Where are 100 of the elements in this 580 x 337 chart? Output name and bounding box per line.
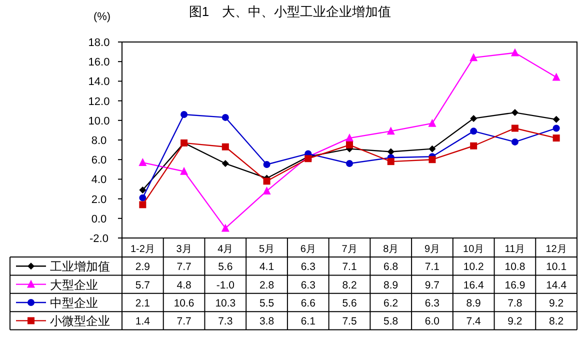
x-tick-label: 4月	[218, 244, 234, 255]
y-tick-label: 6.0	[91, 154, 107, 167]
x-tick-label: 1-2月	[130, 244, 155, 255]
y-tick-label: 2.0	[91, 194, 107, 206]
point	[428, 156, 436, 164]
legend: 工业增加值	[16, 260, 110, 274]
data-label: 6.8	[384, 261, 398, 274]
data-label: 6.3	[300, 279, 316, 292]
point	[387, 148, 394, 156]
point	[511, 124, 518, 132]
data-label: 7.1	[342, 261, 357, 274]
data-label: 16.9	[504, 279, 526, 292]
data-label: 2.9	[135, 261, 150, 274]
y-tick-label: -2.0	[90, 233, 108, 245]
data-label: 7.8	[508, 298, 522, 310]
point	[510, 48, 519, 56]
data-label: 10.3	[215, 298, 236, 310]
point	[346, 141, 353, 148]
data-label: 7.7	[176, 316, 192, 328]
legend-label: 工业增加值	[50, 260, 110, 274]
data-label: 5.5	[259, 298, 274, 310]
point	[139, 186, 146, 194]
y-tick-label: 12.0	[88, 96, 110, 108]
chart-title: 图1 大、中、小型工业企业增加值	[188, 4, 392, 19]
point	[552, 116, 560, 123]
legend: 小微型企业	[16, 314, 110, 328]
data-label: 8.9	[466, 298, 482, 310]
data-label: 10.6	[174, 298, 194, 310]
data-label: 9.7	[424, 279, 440, 292]
point	[346, 134, 354, 142]
y-tick-label: 4.0	[91, 174, 107, 186]
data-label: 8.2	[549, 316, 564, 328]
point	[470, 114, 478, 122]
point	[552, 72, 560, 81]
point	[470, 142, 478, 150]
data-label: 9.2	[508, 316, 522, 328]
point	[222, 114, 229, 121]
data-label: 6.3	[300, 261, 316, 274]
x-tick-label: 9月	[424, 244, 440, 255]
legend: 中型企业	[16, 296, 98, 310]
data-label: 7.1	[424, 261, 440, 274]
point	[511, 138, 518, 146]
legend: 大型企业	[16, 278, 98, 292]
legend-label: 中型企业	[50, 296, 98, 310]
point	[552, 134, 560, 142]
data-label: 10.2	[463, 261, 484, 274]
point	[138, 158, 147, 166]
point	[428, 118, 436, 127]
data-label: 6.6	[300, 298, 316, 310]
data-label: 8.2	[342, 279, 357, 292]
data-label: 6.0	[424, 316, 440, 328]
point	[180, 166, 188, 175]
legend-label: 大型企业	[50, 278, 98, 292]
point	[263, 178, 270, 185]
y-tick-label: 18.0	[88, 37, 110, 49]
x-tick-label: 7月	[342, 244, 358, 255]
x-tick-label: 5月	[258, 244, 275, 255]
data-label: 7.5	[342, 316, 357, 328]
y-axis-title: (%)	[93, 11, 111, 23]
data-label: 4.8	[176, 279, 192, 292]
point	[511, 109, 518, 116]
data-label: 6.2	[384, 298, 398, 310]
point	[386, 126, 395, 135]
point	[222, 143, 229, 150]
point	[180, 111, 188, 118]
data-label: 2.1	[135, 298, 150, 310]
point	[470, 53, 478, 62]
point	[552, 124, 560, 132]
x-tick-label: 12月	[546, 244, 567, 255]
x-tick-label: 3月	[176, 244, 192, 255]
data-label: 4.1	[259, 261, 274, 274]
x-tick-label: 11月	[504, 244, 526, 255]
point	[222, 160, 229, 168]
point	[428, 145, 436, 152]
point	[262, 186, 271, 194]
point	[387, 158, 394, 166]
point	[139, 201, 146, 208]
y-tick-label: 0.0	[91, 213, 107, 226]
y-tick-label: 16.0	[88, 56, 110, 69]
data-label: 5.7	[135, 279, 150, 292]
legend-label: 小微型企业	[50, 314, 110, 328]
data-label: 10.8	[504, 261, 526, 274]
data-label: 5.8	[384, 316, 398, 328]
data-label: 2.8	[259, 279, 274, 292]
data-label: 9.2	[549, 298, 564, 310]
data-label: 6.3	[424, 298, 440, 310]
data-label: 10.1	[546, 261, 567, 274]
data-label: -1.0	[216, 279, 235, 292]
data-label: 7.4	[466, 316, 482, 328]
data-label: 8.9	[384, 279, 398, 292]
y-tick-label: 10.0	[88, 115, 110, 128]
y-tick-label: 8.0	[91, 135, 107, 147]
data-label: 14.4	[546, 279, 567, 292]
x-tick-label: 8月	[383, 244, 399, 255]
y-tick-label: 14.0	[88, 76, 110, 88]
data-label: 6.1	[300, 316, 316, 328]
data-label: 5.6	[342, 298, 357, 310]
data-label: 3.8	[259, 316, 274, 328]
point	[346, 160, 353, 168]
x-tick-label: 6月	[300, 244, 316, 255]
